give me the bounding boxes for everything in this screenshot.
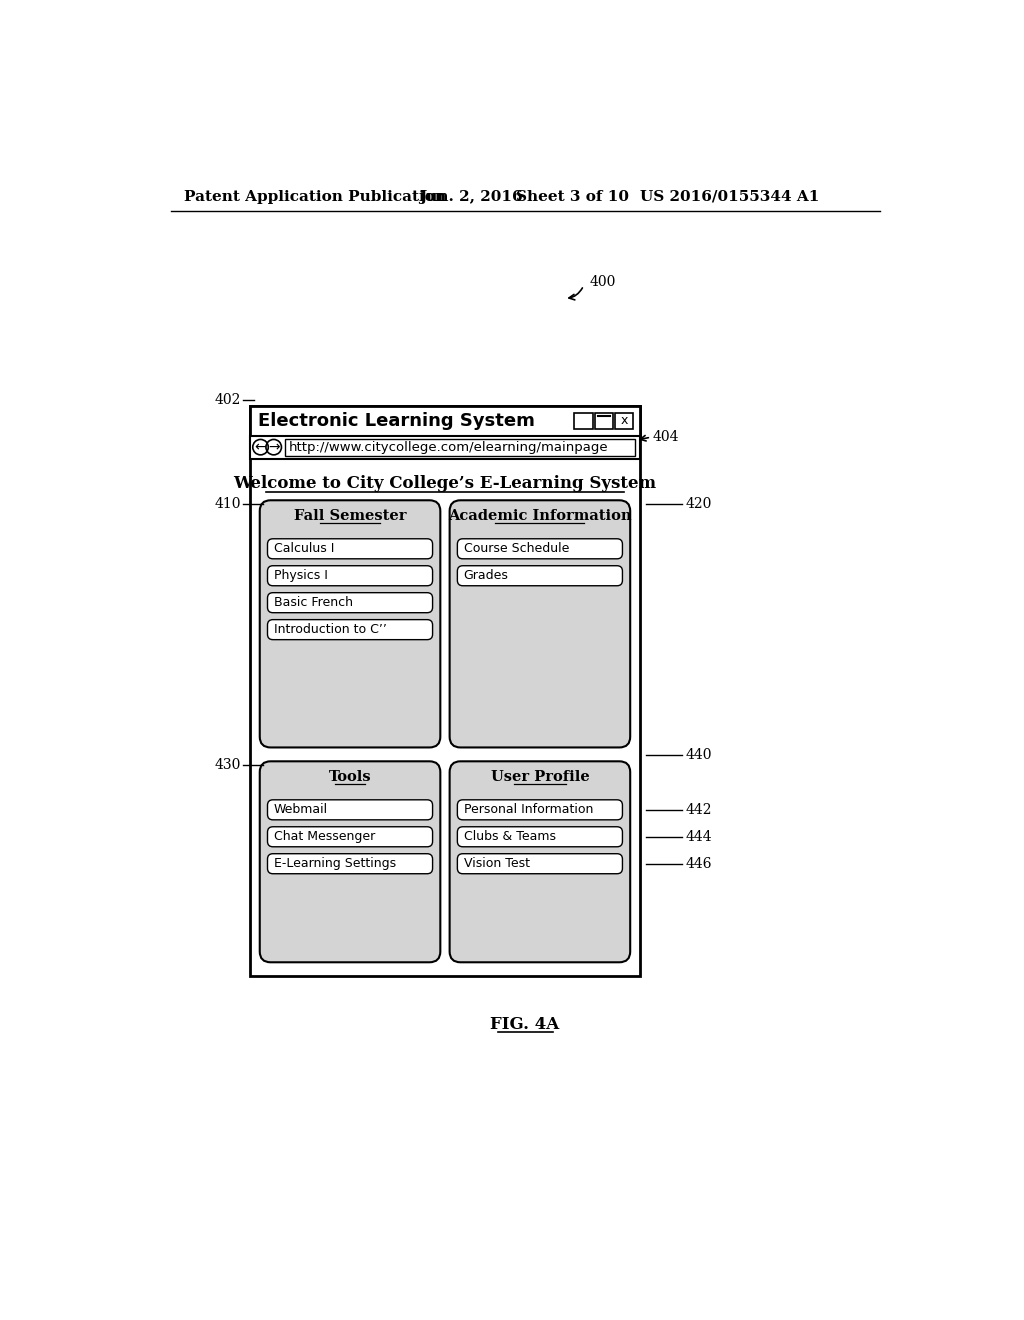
FancyBboxPatch shape [458,566,623,586]
Text: Patent Application Publication: Patent Application Publication [183,190,445,203]
FancyBboxPatch shape [267,854,432,874]
Text: Jun. 2, 2016: Jun. 2, 2016 [419,190,522,203]
Text: Physics I: Physics I [273,569,328,582]
Text: →: → [268,440,280,454]
FancyBboxPatch shape [260,500,440,747]
FancyBboxPatch shape [458,800,623,820]
Bar [595,412,613,429]
Text: 404: 404 [652,430,679,444]
Text: Sheet 3 of 10: Sheet 3 of 10 [515,190,629,203]
FancyBboxPatch shape [267,619,432,640]
Text: Personal Information: Personal Information [464,804,593,816]
Bar [251,407,640,436]
Bar [285,438,635,455]
Bar [251,407,640,977]
FancyBboxPatch shape [458,854,623,874]
Text: Academic Information: Academic Information [449,508,632,523]
Text: 442: 442 [686,803,713,817]
Text: US 2016/0155344 A1: US 2016/0155344 A1 [640,190,819,203]
Text: http://www.citycollege.com/elearning/mainpage: http://www.citycollege.com/elearning/mai… [289,441,609,454]
Text: Electronic Learning System: Electronic Learning System [258,412,536,430]
Text: x: x [621,414,628,428]
FancyBboxPatch shape [267,566,432,586]
Text: Clubs & Teams: Clubs & Teams [464,830,556,843]
FancyBboxPatch shape [267,800,432,820]
FancyBboxPatch shape [458,539,623,558]
Text: Chat Messenger: Chat Messenger [273,830,375,843]
Text: 410: 410 [215,498,241,511]
FancyBboxPatch shape [267,826,432,847]
Bar [614,412,633,429]
FancyBboxPatch shape [267,593,432,612]
Text: FIG. 4A: FIG. 4A [490,1016,559,1034]
FancyBboxPatch shape [450,500,630,747]
Bar [574,412,593,429]
Bar [251,436,640,459]
Text: Welcome to City College’s E-Learning System: Welcome to City College’s E-Learning Sys… [233,475,656,492]
Text: Fall Semester: Fall Semester [294,508,407,523]
Text: Webmail: Webmail [273,804,328,816]
FancyBboxPatch shape [267,539,432,558]
Text: 430: 430 [215,758,241,772]
Text: Basic French: Basic French [273,597,352,610]
Text: 420: 420 [686,498,713,511]
Text: Grades: Grades [464,569,509,582]
FancyBboxPatch shape [458,826,623,847]
Text: 440: 440 [686,748,713,762]
Text: Calculus I: Calculus I [273,543,334,556]
Text: Tools: Tools [329,770,372,784]
Text: 400: 400 [590,275,616,289]
Text: Course Schedule: Course Schedule [464,543,569,556]
FancyBboxPatch shape [450,762,630,962]
Text: Introduction to C’’: Introduction to C’’ [273,623,387,636]
Text: Vision Test: Vision Test [464,857,529,870]
Text: 402: 402 [215,393,241,407]
Text: E-Learning Settings: E-Learning Settings [273,857,396,870]
FancyBboxPatch shape [260,762,440,962]
Text: ←: ← [255,440,266,454]
Text: 444: 444 [686,830,713,843]
Text: User Profile: User Profile [490,770,589,784]
Text: 446: 446 [686,857,713,871]
